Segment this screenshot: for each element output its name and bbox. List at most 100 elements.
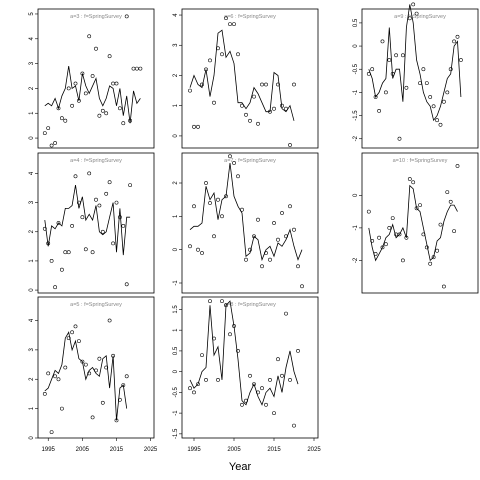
y-tick-label: 1 [29, 406, 35, 410]
y-tick-label: -1 [353, 225, 359, 231]
data-point [260, 82, 264, 87]
y-tick-label: 0 [29, 436, 35, 440]
data-point [192, 204, 196, 209]
data-point [280, 373, 284, 378]
data-point [397, 136, 402, 141]
data-point [66, 250, 71, 255]
data-point [46, 371, 51, 376]
data-point [445, 90, 450, 95]
data-point [204, 181, 208, 185]
data-point [284, 106, 288, 111]
data-point [124, 374, 129, 379]
data-point [228, 22, 232, 27]
data-point [424, 81, 429, 86]
data-point [56, 221, 61, 225]
data-point [458, 58, 463, 62]
data-point [264, 251, 268, 255]
y-tick-label: 0 [353, 193, 359, 197]
data-point [428, 261, 433, 266]
data-point [228, 332, 232, 337]
y-tick-label: 2 [173, 181, 179, 185]
fit-line [44, 331, 128, 421]
data-point [134, 66, 139, 71]
data-point [128, 118, 133, 123]
y-tick-label: -1 [173, 280, 179, 286]
data-point [280, 103, 284, 108]
data-point [435, 118, 440, 123]
y-tick-label: 3 [173, 43, 179, 47]
y-tick-label: -1 [173, 410, 179, 416]
data-point [124, 14, 129, 19]
y-tick-label: -2 [353, 257, 359, 263]
data-point [204, 67, 208, 72]
data-point [49, 143, 54, 148]
data-point [121, 121, 126, 126]
y-tick-label: 5 [29, 12, 35, 16]
data-point [272, 221, 276, 225]
data-point [252, 382, 256, 387]
data-point [431, 255, 436, 260]
y-tick-label: 0 [29, 288, 35, 292]
strip-label: a=7 : f=SpringSurvey [224, 158, 276, 164]
fit-line [189, 300, 299, 406]
data-point [421, 232, 426, 237]
data-point [87, 171, 92, 176]
data-point [260, 264, 264, 269]
y-tick-label: 1 [29, 111, 35, 115]
data-point [80, 71, 85, 76]
data-point [438, 122, 443, 127]
data-point [80, 215, 85, 220]
panel-5: a=7 : f=SpringSurvey -1 0 1 2 [173, 152, 319, 294]
data-point [441, 99, 446, 104]
panel-frame [37, 8, 155, 149]
data-point [380, 245, 385, 250]
data-point [73, 324, 78, 329]
data-point [188, 88, 192, 93]
data-point [53, 141, 58, 145]
data-point [196, 247, 200, 252]
data-point [272, 106, 276, 111]
data-point [248, 247, 252, 252]
data-point [390, 216, 395, 221]
panel-frame [361, 8, 479, 149]
data-point [66, 336, 71, 341]
data-point [77, 200, 81, 205]
data-point [455, 34, 460, 39]
data-point [138, 66, 143, 71]
strip-label: a=6 : f=SpringSurvey [224, 14, 276, 20]
fit-line [44, 66, 141, 124]
data-point [252, 94, 256, 99]
data-point [292, 82, 296, 87]
data-point [97, 356, 102, 361]
data-point [400, 53, 405, 58]
data-point [431, 104, 436, 109]
data-point [224, 303, 228, 308]
data-point [63, 365, 68, 370]
data-point [236, 348, 240, 353]
data-point [121, 383, 126, 388]
data-point [200, 82, 204, 87]
strip-label: a=3 : f=SpringSurvey [70, 14, 122, 20]
data-point [83, 247, 88, 252]
y-tick-label: 4 [29, 318, 35, 322]
panel-7: a=5 : f=SpringSurvey 0 1 2 3 4 1995 2005 2015 202… [29, 296, 158, 453]
data-point [284, 311, 288, 316]
data-point [276, 82, 280, 87]
data-point [42, 391, 47, 396]
data-point [248, 118, 252, 123]
strip-label: a=4 : f=SpringSurvey [70, 158, 122, 164]
x-axis-label: Year [229, 461, 252, 473]
data-point [240, 207, 244, 212]
fit-line [189, 162, 303, 262]
data-point [60, 116, 64, 121]
data-point [414, 206, 419, 211]
data-point [455, 164, 460, 168]
data-point [244, 112, 248, 117]
data-point [276, 357, 280, 362]
y-tick-label: -0.5 [353, 63, 359, 74]
data-point [288, 143, 292, 147]
data-point [268, 257, 272, 262]
data-point [252, 234, 256, 239]
data-point [260, 386, 264, 391]
